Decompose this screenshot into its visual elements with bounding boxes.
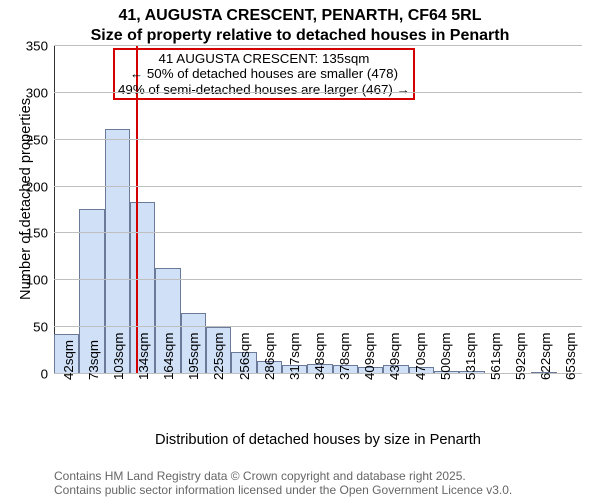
x-tick-label: 653sqm (563, 333, 578, 380)
x-tick-label: 409sqm (362, 333, 377, 380)
grid-line (54, 279, 582, 280)
x-tick-label: 348sqm (312, 333, 327, 380)
x-tick-label: 531sqm (463, 333, 478, 380)
y-tick-label: 0 (41, 367, 54, 382)
y-tick-label: 350 (26, 39, 54, 54)
y-tick-label: 250 (26, 132, 54, 147)
x-tick-label: 73sqm (86, 340, 101, 380)
grid-line (54, 139, 582, 140)
x-tick-label: 42sqm (61, 340, 76, 380)
chart-container: 41, AUGUSTA CRESCENT, PENARTH, CF64 5RL … (0, 0, 600, 500)
footer-line2: Contains public sector information licen… (54, 484, 512, 498)
x-tick-label: 378sqm (337, 333, 352, 380)
annotation-line: ← 50% of detached houses are smaller (47… (118, 66, 410, 81)
x-tick-label: 256sqm (237, 333, 252, 380)
y-tick-label: 50 (33, 320, 54, 335)
x-tick-label: 286sqm (262, 333, 277, 380)
attribution-footer: Contains HM Land Registry data © Crown c… (54, 470, 512, 498)
x-tick-label: 225sqm (211, 333, 226, 380)
grid-line (54, 186, 582, 187)
grid-line (54, 45, 582, 46)
x-tick-label: 134sqm (136, 333, 151, 380)
footer-line1: Contains HM Land Registry data © Crown c… (54, 470, 512, 484)
x-tick-label: 592sqm (513, 333, 528, 380)
title-line2: Size of property relative to detached ho… (0, 26, 600, 45)
annotation-line: 41 AUGUSTA CRESCENT: 135sqm (118, 51, 410, 66)
x-tick-label: 439sqm (387, 333, 402, 380)
x-tick-label: 103sqm (111, 333, 126, 380)
x-tick-label: 622sqm (538, 333, 553, 380)
x-tick-label: 317sqm (287, 333, 302, 380)
annotation-line: 49% of semi-detached houses are larger (… (118, 82, 410, 97)
chart-title: 41, AUGUSTA CRESCENT, PENARTH, CF64 5RL … (0, 0, 600, 45)
grid-line (54, 92, 582, 93)
y-tick-label: 100 (26, 273, 54, 288)
x-tick-label: 195sqm (186, 333, 201, 380)
plot-area: 41 AUGUSTA CRESCENT: 135sqm← 50% of deta… (54, 46, 582, 374)
x-tick-label: 164sqm (161, 333, 176, 380)
y-tick-label: 200 (26, 179, 54, 194)
grid-line (54, 232, 582, 233)
x-tick-label: 470sqm (413, 333, 428, 380)
y-tick-label: 300 (26, 85, 54, 100)
x-axis-label: Distribution of detached houses by size … (54, 432, 582, 448)
grid-line (54, 326, 582, 327)
y-tick-label: 150 (26, 226, 54, 241)
x-tick-label: 500sqm (438, 333, 453, 380)
y-axis-label: Number of detached properties (18, 98, 34, 300)
title-line1: 41, AUGUSTA CRESCENT, PENARTH, CF64 5RL (0, 6, 600, 26)
x-tick-label: 561sqm (488, 333, 503, 380)
